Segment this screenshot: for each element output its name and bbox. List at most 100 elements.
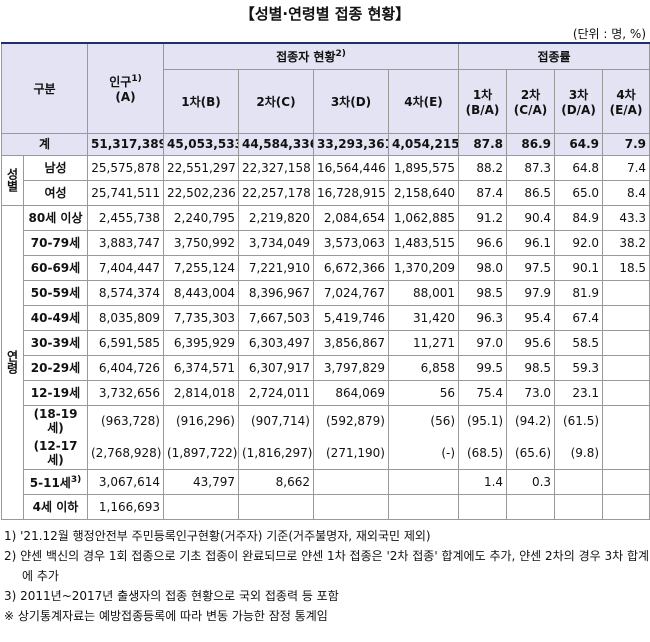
- title: 【성별·연령별 접종 현황】: [239, 5, 411, 23]
- table-cell: 87.3: [506, 154, 556, 181]
- table-cell: [602, 329, 650, 356]
- table-cell: 25,575,878: [87, 154, 164, 181]
- table-cell: 7,024,767: [313, 279, 389, 306]
- table-cell: [313, 493, 389, 520]
- header-cell: 4차 (E/A): [602, 68, 650, 134]
- table-cell: 6,858: [387, 354, 460, 381]
- group-label: 연령: [1, 204, 24, 520]
- table-cell: (592,879): [313, 404, 389, 437]
- table-cell: 88.2: [458, 154, 508, 181]
- table-cell: [163, 493, 239, 520]
- table-cell: 7,255,124: [163, 254, 239, 281]
- table-cell: 56: [387, 379, 460, 406]
- table-cell: 84.9: [554, 204, 604, 231]
- table-cell: 4,054,215: [387, 132, 460, 156]
- table-cell: 6,374,571: [163, 354, 239, 381]
- table-cell: 97.9: [506, 279, 556, 306]
- table-cell: 59.3: [554, 354, 604, 381]
- table-cell: 3,734,049: [238, 229, 314, 256]
- table-row: 12-19세 3,732,656 2,814,018 2,724,011 864,069…: [2, 379, 650, 406]
- table-cell: 75.4: [458, 379, 508, 406]
- row-label: 50-59세: [23, 279, 88, 306]
- footnote-mark: 3): [70, 475, 82, 485]
- table-cell: 98.0: [458, 254, 508, 281]
- header-cell: 2차(C): [238, 68, 314, 134]
- footnote: ※ 상기통계자료는 예방접종등록에 따라 변동 가능한 잠정 통계임: [4, 608, 328, 623]
- table-cell: 73.0: [506, 379, 556, 406]
- header-text: 1차: [472, 87, 493, 102]
- table-cell: [554, 468, 604, 495]
- table-cell: 18.5: [602, 254, 650, 281]
- table-cell: [602, 379, 650, 406]
- table-row: 5-11세3) 3,067,614 43,797 8,662 1.4 0.3: [2, 468, 650, 495]
- header-text: (E/A): [609, 102, 643, 117]
- table-cell: 97.0: [458, 329, 508, 356]
- table-cell: 98.5: [458, 279, 508, 306]
- table-cell: (2,768,928): [87, 437, 164, 470]
- row-label: 30-39세: [23, 329, 88, 356]
- table-cell: 64.8: [554, 154, 604, 181]
- table-cell: (56): [387, 404, 460, 437]
- table-cell: 95.4: [506, 304, 556, 331]
- header-text: 인구: [109, 74, 132, 89]
- table-cell: (963,728): [87, 404, 164, 437]
- table-cell: 8,396,967: [238, 279, 314, 306]
- table-cell: (1,897,722): [163, 437, 239, 470]
- header-text: (C/A): [513, 102, 548, 117]
- table-cell: 22,551,297: [163, 154, 239, 181]
- table-cell: 22,257,178: [238, 179, 314, 206]
- table-cell: 6,672,366: [313, 254, 389, 281]
- header-cell: 2차 (C/A): [506, 68, 556, 134]
- table: 구분 인구1) (A) 접종자 현황2) 접종률 1차(B) 2차(C) 3차(D) 4차(E)…: [1, 42, 650, 520]
- table-cell: 1,166,693: [87, 493, 164, 520]
- row-label: 80세 이상: [23, 204, 88, 231]
- table-cell: (9.8): [554, 437, 604, 470]
- header-cell: 3차(D): [313, 68, 389, 134]
- table-cell: 7.9: [602, 132, 650, 156]
- header-cell: 1차 (B/A): [458, 68, 508, 134]
- header-text: (B/A): [465, 102, 500, 117]
- table-cell: (271,190): [313, 437, 389, 470]
- row-label: 계: [1, 132, 88, 156]
- table-cell: [387, 493, 460, 520]
- table-cell: (68.5): [458, 437, 508, 470]
- table-cell: 38.2: [602, 229, 650, 256]
- table-cell: [602, 304, 650, 331]
- table-cell: 1,370,209: [387, 254, 460, 281]
- table-cell: (907,714): [238, 404, 314, 437]
- table-cell: [458, 493, 508, 520]
- row-label-text: 80세 이상: [28, 210, 83, 225]
- table-cell: [602, 279, 650, 306]
- table-cell: 7,404,447: [87, 254, 164, 281]
- table-cell: 864,069: [313, 379, 389, 406]
- table-cell: 3,856,867: [313, 329, 389, 356]
- table-cell: [554, 493, 604, 520]
- table-cell: 22,327,158: [238, 154, 314, 181]
- table-cell: 88,001: [387, 279, 460, 306]
- header-text: (A): [115, 89, 136, 104]
- row-label-text: (18-19세): [33, 407, 78, 436]
- table-cell: 86.5: [506, 179, 556, 206]
- table-cell: 1,483,515: [387, 229, 460, 256]
- table-row: 30-39세 6,591,585 6,395,929 6,303,497 3,856,8…: [2, 329, 650, 356]
- table-row: 성별 남성 25,575,878 22,551,297 22,327,158 16,564…: [1, 154, 650, 206]
- row-label: 60-69세: [23, 254, 88, 281]
- table-cell: 6,303,497: [238, 329, 314, 356]
- table-cell: 98.5: [506, 354, 556, 381]
- table-cell: 1,062,885: [387, 204, 460, 231]
- row-label: 남성: [23, 154, 88, 181]
- table-cell: 97.5: [506, 254, 556, 281]
- table-cell: [602, 437, 650, 470]
- table-cell: 8,662: [238, 468, 314, 495]
- header-text: 2차: [520, 87, 541, 102]
- unit: (단위 : 명, %): [572, 27, 646, 41]
- table-cell: 99.5: [458, 354, 508, 381]
- table-cell: 8,035,809: [87, 304, 164, 331]
- table-cell: 3,573,063: [313, 229, 389, 256]
- footnote: 1) '21.12월 행정안전부 주민등록인구현황(거주자) 기준(거주불명자,…: [4, 528, 431, 543]
- table-cell: (61.5): [554, 404, 604, 437]
- table-cell: [602, 468, 650, 495]
- table-cell: 2,724,011: [238, 379, 314, 406]
- table-cell: 7,667,503: [238, 304, 314, 331]
